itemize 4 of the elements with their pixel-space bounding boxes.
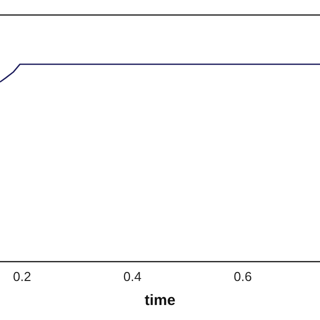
x-tick-label: 0.6 xyxy=(234,268,252,284)
x-tick-label: 0.2 xyxy=(13,268,32,284)
x-tick-label: 0.4 xyxy=(123,268,142,284)
x-axis-title: time xyxy=(144,292,176,310)
